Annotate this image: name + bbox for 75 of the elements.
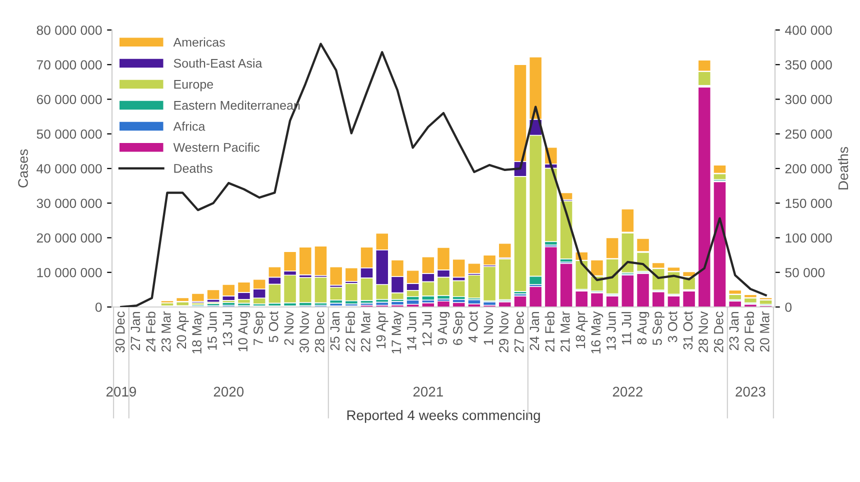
- x-tick-label: 14 Jun: [407, 312, 416, 350]
- text: 2020: [214, 386, 244, 397]
- x-tick-label: 21 Mar: [560, 311, 570, 352]
- x-tick-label: 16 May: [591, 311, 604, 354]
- x-tick-label: 3 Oct: [668, 311, 678, 342]
- y2-axis-title: Deaths: [838, 146, 848, 190]
- y2-tick-label: 50 000: [785, 268, 825, 278]
- x-tick-label: 4 Oct: [468, 311, 478, 342]
- x-tick-label: 27 Jan: [130, 312, 140, 350]
- y2-tick-label: 150 000: [786, 198, 832, 208]
- x-tick-label: 28 Dec: [314, 312, 324, 352]
- y2-tick-label: 300 000: [785, 94, 832, 104]
- y-tick-label: 50 000 000: [36, 129, 102, 139]
- x-axis-title: Reported 4 weeks commencing: [347, 410, 540, 423]
- x-tick-label: 1 Nov: [484, 311, 494, 345]
- x-tick-label: 21 Feb: [544, 312, 554, 352]
- x-tick-label: 18 Apr: [576, 311, 588, 348]
- y-tick-label: 60 000 000: [36, 94, 102, 104]
- x-tick-label: 23 Mar: [161, 311, 171, 352]
- x-tick-label: 18 May: [192, 311, 204, 354]
- y-tick-label: 20 000 000: [36, 233, 102, 243]
- x-tick-label: 13 Jul: [222, 312, 232, 346]
- y2-tick-label: 350 000: [785, 60, 832, 70]
- y2-tick-label: 400 000: [785, 26, 832, 35]
- legend-label: Western Pacific: [173, 142, 260, 152]
- x-tick-label: 6 Sep: [453, 312, 465, 345]
- x-tick-label: 12 Jul: [422, 312, 432, 346]
- y-tick-label: 40 000 000: [36, 164, 102, 174]
- x-tick-label: 5 Sep: [652, 312, 665, 346]
- x-tick-label: 24 Feb: [146, 312, 156, 352]
- y2-tick-label: 100 000: [786, 233, 832, 243]
- text: 2023: [736, 386, 766, 397]
- x-tick-label: 27 Dec: [514, 312, 524, 352]
- x-tick-label: 30 Nov: [300, 311, 309, 352]
- x-tick-label: 10 Aug: [238, 312, 250, 352]
- x-tick-label: 11 Jul: [622, 312, 632, 344]
- x-tick-label: 24 Jan: [530, 312, 540, 350]
- legend-label: Africa: [173, 122, 206, 131]
- x-tick-label: 22 Feb: [345, 312, 355, 352]
- y2-tick-label: 250 000: [785, 129, 832, 139]
- x-tick-label: 7 Sep: [254, 312, 266, 345]
- x-tick-label: 22 Mar: [360, 311, 370, 352]
- legend-label: Americas: [173, 38, 225, 47]
- y-tick-label: 0: [95, 302, 102, 312]
- x-tick-label: 2 Nov: [284, 311, 294, 345]
- y-tick-label: 10 000 000: [37, 268, 102, 278]
- x-tick-label: 15 Jun: [208, 312, 217, 350]
- x-tick-label: 13 Jun: [606, 312, 616, 350]
- y2-tick-label: 0: [785, 302, 792, 312]
- y-axis-title: Cases: [18, 149, 28, 188]
- legend-label: Europe: [174, 80, 213, 92]
- x-tick-label: 17 May: [392, 311, 404, 354]
- x-tick-label: 9 Aug: [438, 312, 450, 344]
- x-tick-label: 8 Aug: [637, 312, 650, 344]
- x-tick-label: 20 Mar: [760, 311, 770, 352]
- text: 2019: [106, 386, 136, 397]
- x-tick-label: 5 Oct: [268, 311, 278, 342]
- x-tick-label: 28 Nov: [698, 311, 708, 352]
- y-tick-label: 30 000 000: [36, 198, 102, 208]
- x-tick-label: 19 Apr: [376, 311, 388, 348]
- x-tick-label: 23 Jan: [729, 312, 739, 350]
- x-tick-label: 29 Nov: [499, 311, 508, 352]
- x-tick-label: 26 Dec: [714, 312, 724, 352]
- x-tick-label: 20 Apr: [176, 311, 189, 349]
- legend-label: Deaths: [174, 164, 212, 173]
- x-tick-label: 20 Feb: [744, 312, 754, 352]
- x-tick-label: 31 Oct: [683, 311, 693, 350]
- text: 2021: [413, 386, 443, 397]
- y-tick-label: 70 000 000: [36, 60, 102, 70]
- y2-tick-label: 200 000: [785, 164, 832, 174]
- legend-label: South-East Asia: [174, 58, 262, 68]
- text: 2022: [612, 386, 642, 397]
- x-tick-label: 30 Dec: [115, 312, 125, 352]
- y-tick-label: 80 000 000: [36, 26, 102, 35]
- x-tick-label: 25 Jan: [330, 312, 340, 350]
